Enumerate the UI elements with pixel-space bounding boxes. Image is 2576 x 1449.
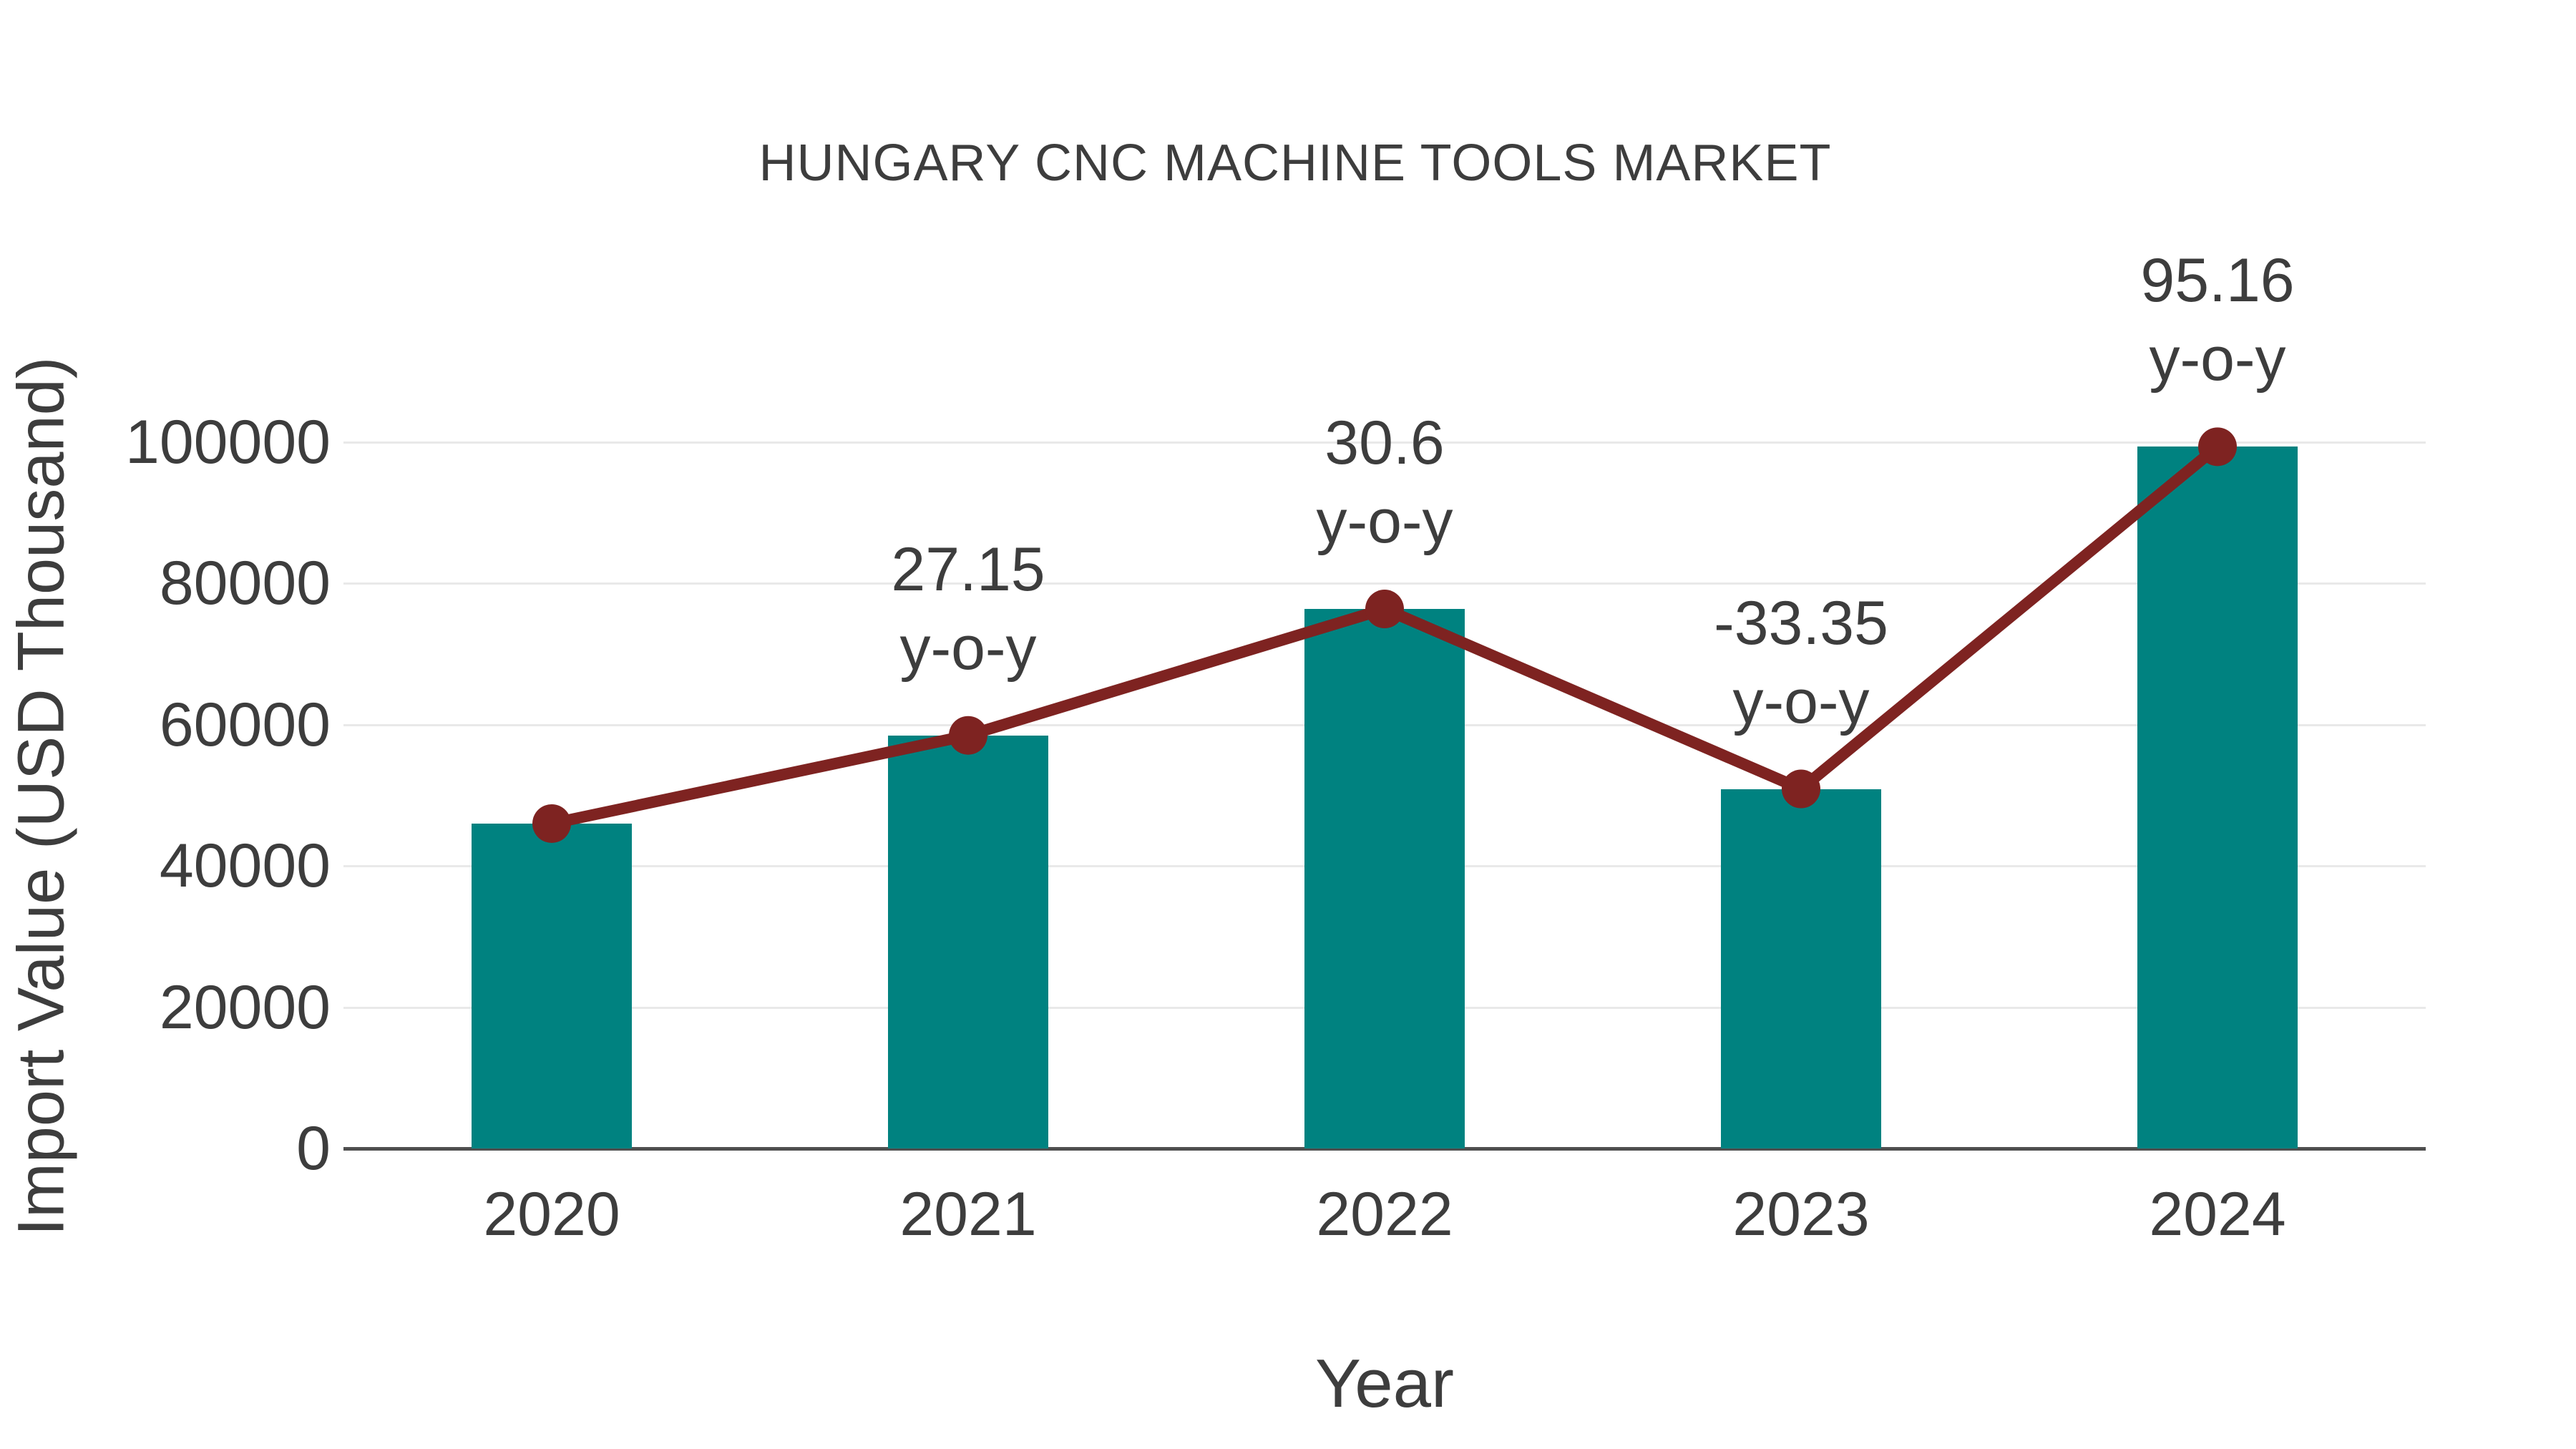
- x-tick-label-2023: 2023: [1732, 1180, 1870, 1249]
- y-tick-label-40000: 40000: [159, 831, 331, 901]
- y-tick-label-100000: 100000: [125, 408, 331, 477]
- x-tick-label-2022: 2022: [1316, 1180, 1453, 1249]
- chart-title: HUNGARY CNC MACHINE TOOLS MARKET: [758, 135, 1832, 192]
- yoy-value-label: 27.15: [891, 535, 1045, 604]
- yoy-suffix-label: y-o-y: [899, 613, 1037, 683]
- x-tick-label-2021: 2021: [899, 1180, 1037, 1249]
- x-axis-title: Year: [1315, 1345, 1454, 1422]
- yoy-annotation-2024: 95.16 y-o-y: [1989, 241, 2446, 399]
- x-axis-line: [343, 1147, 2426, 1151]
- bar-2020: [472, 823, 632, 1148]
- y-axis-title: Import Value (USD Thousand): [4, 356, 78, 1236]
- yoy-suffix-label: y-o-y: [1316, 487, 1453, 557]
- yoy-value-label: 95.16: [2140, 246, 2295, 316]
- bar-2021: [888, 735, 1048, 1148]
- yoy-value-label: 30.6: [1324, 409, 1445, 478]
- bar-2023: [1721, 789, 1881, 1148]
- y-tick-label-0: 0: [296, 1114, 331, 1183]
- y-tick-label-80000: 80000: [159, 549, 331, 618]
- yoy-annotation-2021: 27.15 y-o-y: [739, 530, 1197, 688]
- bar-2024: [2137, 447, 2298, 1148]
- yoy-suffix-label: y-o-y: [1732, 667, 1870, 736]
- y-tick-label-20000: 20000: [159, 972, 331, 1042]
- yoy-value-label: -33.35: [1714, 588, 1888, 658]
- yoy-annotation-2023: -33.35 y-o-y: [1572, 584, 2030, 741]
- x-tick-label-2020: 2020: [483, 1180, 620, 1249]
- y-tick-label-60000: 60000: [159, 690, 331, 759]
- gridline-y-80000: [343, 582, 2426, 585]
- yoy-annotation-2022: 30.6 y-o-y: [1156, 404, 1614, 561]
- yoy-suffix-label: y-o-y: [2149, 325, 2286, 394]
- x-tick-label-2024: 2024: [2149, 1180, 2286, 1249]
- bar-2022: [1304, 609, 1465, 1148]
